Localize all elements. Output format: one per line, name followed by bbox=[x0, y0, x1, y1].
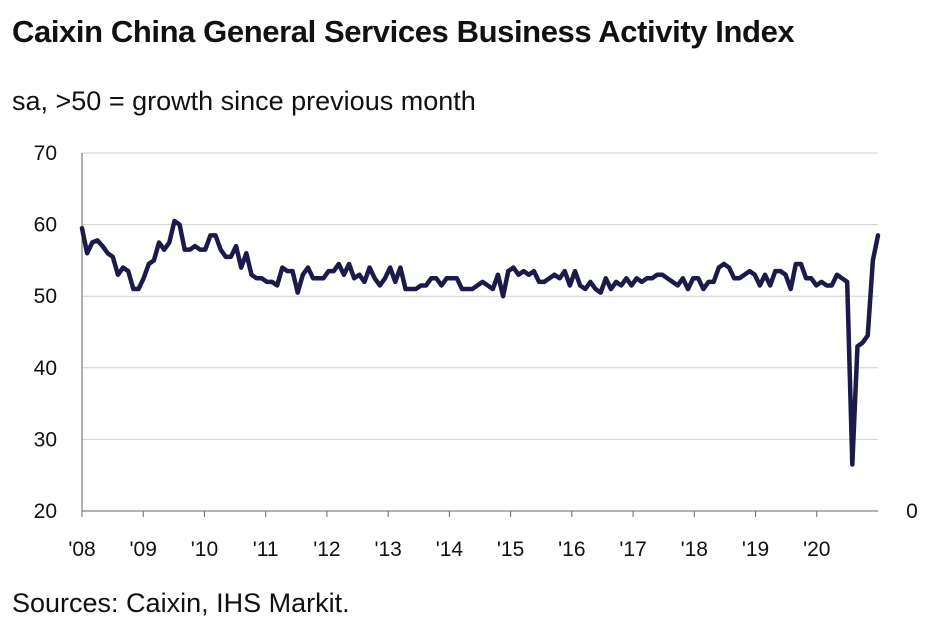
chart-title: Caixin China General Services Business A… bbox=[12, 14, 795, 49]
x-tick-label: '16 bbox=[558, 538, 585, 561]
chart-subtitle: sa, >50 = growth since previous month bbox=[12, 86, 476, 116]
x-tick-label: '15 bbox=[497, 538, 524, 561]
x-tick-label: '09 bbox=[130, 538, 157, 561]
x-tick-label: '14 bbox=[436, 538, 464, 561]
y-axis-ticks: 70 60 50 40 30 20 bbox=[34, 142, 57, 523]
axes bbox=[81, 153, 878, 512]
y-tick-label: 20 bbox=[34, 500, 57, 523]
x-tick-label: '17 bbox=[619, 538, 646, 561]
x-tick-label: '10 bbox=[191, 538, 218, 561]
x-tick-label: '12 bbox=[313, 538, 340, 561]
x-axis-ticks: '08 '09 '10 '11 '12 '13 '14 '15 '16 '17 '18 '19 '20 bbox=[68, 511, 830, 561]
series-line bbox=[79, 218, 881, 467]
y-tick-label: 70 bbox=[34, 142, 57, 165]
x-tick-label: '18 bbox=[681, 538, 708, 561]
y-tick-label: 30 bbox=[34, 428, 57, 451]
x-tick-label: '19 bbox=[742, 538, 769, 561]
x-tick-label: '20 bbox=[803, 538, 830, 561]
y-tick-label: 60 bbox=[34, 214, 57, 237]
x-tick-label: '13 bbox=[374, 538, 401, 561]
x-tick-label: '08 bbox=[68, 538, 95, 561]
gridlines bbox=[82, 152, 878, 440]
x-tick-label: '11 bbox=[253, 538, 279, 561]
y-tick-label: 40 bbox=[34, 357, 57, 380]
y-tick-label: 50 bbox=[34, 285, 57, 308]
secondary-axis-label: 0 bbox=[906, 500, 918, 523]
source-note: Sources: Caixin, IHS Markit. bbox=[12, 588, 350, 618]
